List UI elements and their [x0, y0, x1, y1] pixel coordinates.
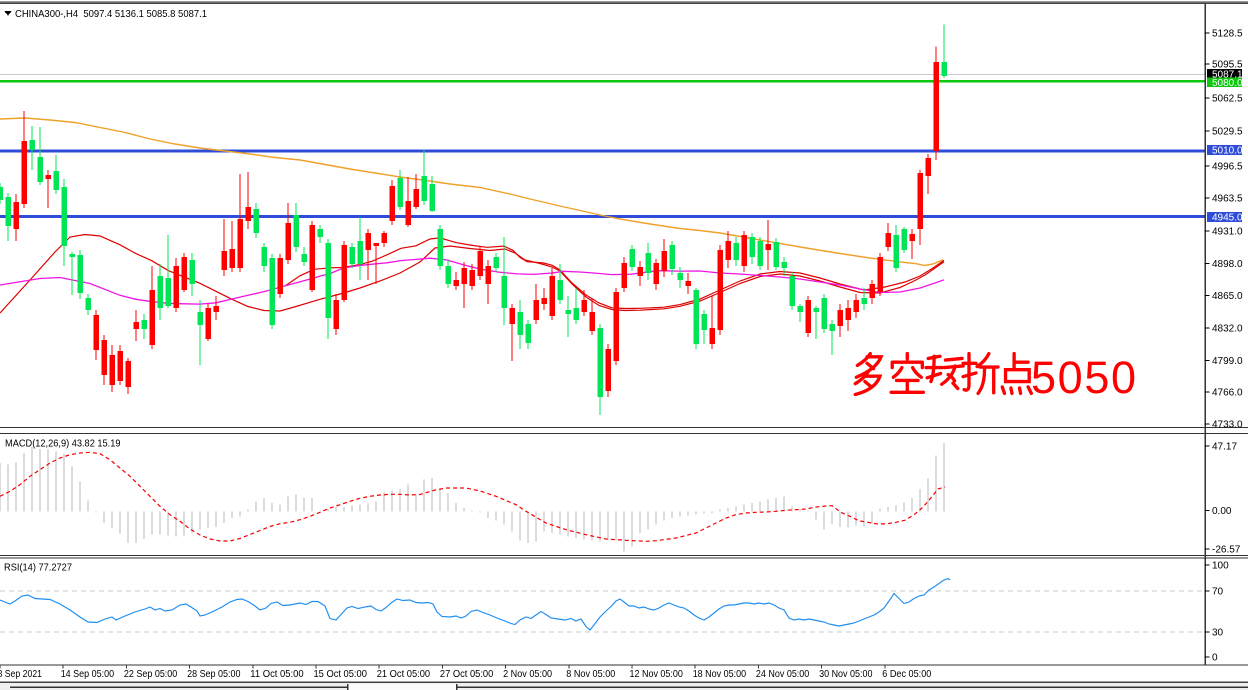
svg-text:21 Oct 05:00: 21 Oct 05:00: [377, 668, 431, 680]
svg-text:4766.0: 4766.0: [1212, 388, 1243, 399]
svg-text:5128.5: 5128.5: [1212, 29, 1243, 40]
svg-text:14 Sep 05:00: 14 Sep 05:00: [61, 668, 115, 680]
svg-text:47.17: 47.17: [1212, 442, 1237, 453]
svg-text:30 Nov 05:00: 30 Nov 05:00: [819, 668, 873, 680]
svg-text:28 Sep 05:00: 28 Sep 05:00: [187, 668, 241, 680]
svg-text:4931.0: 4931.0: [1212, 227, 1243, 238]
svg-text:24 Nov 05:00: 24 Nov 05:00: [756, 668, 810, 680]
svg-text:0: 0: [1212, 653, 1218, 664]
svg-text:RSI(14) 77.2727: RSI(14) 77.2727: [4, 562, 72, 574]
svg-text:4799.0: 4799.0: [1212, 356, 1243, 367]
svg-text:5062.5: 5062.5: [1212, 94, 1243, 105]
svg-text:4865.0: 4865.0: [1212, 291, 1243, 302]
svg-text:5029.5: 5029.5: [1212, 127, 1243, 138]
svg-text:CHINA300-,H4 5097.4 5136.1 50: CHINA300-,H4 5097.4 5136.1 5085.8 5087.1: [15, 8, 207, 20]
svg-text:-26.57: -26.57: [1212, 545, 1241, 556]
svg-text:4963.5: 4963.5: [1212, 194, 1243, 205]
svg-text:5095.5: 5095.5: [1212, 60, 1243, 71]
svg-text:0.00: 0.00: [1212, 506, 1232, 517]
svg-text:4996.5: 4996.5: [1212, 162, 1243, 173]
svg-text:18 Nov 05:00: 18 Nov 05:00: [693, 668, 747, 680]
svg-text:5080.0: 5080.0: [1212, 78, 1243, 89]
svg-text:2 Nov 05:00: 2 Nov 05:00: [503, 668, 552, 680]
svg-text:4832.0: 4832.0: [1212, 324, 1243, 335]
svg-text:4733.0: 4733.0: [1212, 420, 1243, 431]
svg-text:12 Nov 05:00: 12 Nov 05:00: [630, 668, 684, 680]
svg-text:11 Oct 05:00: 11 Oct 05:00: [250, 668, 304, 680]
svg-text:5087.1: 5087.1: [1212, 69, 1243, 80]
svg-text:4945.0: 4945.0: [1212, 213, 1243, 224]
svg-text:30: 30: [1212, 628, 1224, 639]
svg-text:15 Oct 05:00: 15 Oct 05:00: [314, 668, 368, 680]
svg-text:8 Nov 05:00: 8 Nov 05:00: [566, 668, 615, 680]
svg-text:8 Sep 2021: 8 Sep 2021: [0, 668, 42, 680]
svg-text:MACD(12,26,9) 43.82 15.19: MACD(12,26,9) 43.82 15.19: [5, 438, 121, 450]
svg-text:4898.0: 4898.0: [1212, 259, 1243, 270]
svg-text:5050: 5050: [1031, 352, 1136, 403]
svg-text:5010.0: 5010.0: [1212, 146, 1243, 157]
svg-text:6 Dec 05:00: 6 Dec 05:00: [882, 668, 931, 680]
svg-text:27 Oct 05:00: 27 Oct 05:00: [440, 668, 494, 680]
svg-text:70: 70: [1212, 587, 1224, 598]
svg-text:100: 100: [1212, 561, 1229, 572]
svg-text:22 Sep 05:00: 22 Sep 05:00: [124, 668, 178, 680]
